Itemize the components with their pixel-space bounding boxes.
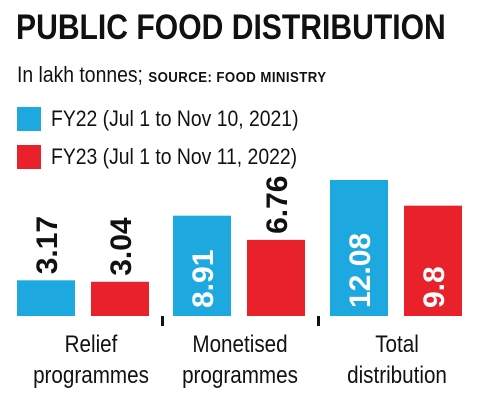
category-label-line: programmes — [33, 362, 149, 389]
bar-fy22-0 — [17, 280, 75, 316]
category-label-0: Relief programmes — [22, 329, 160, 391]
value-label-fy22-1: 8.91 — [187, 250, 220, 308]
chart-title: PUBLIC FOOD DISTRIBUTION — [16, 8, 446, 47]
bar-fy22-1 — [173, 215, 231, 316]
legend-swatch-fy22 — [17, 107, 41, 131]
source-label: SOURCE: FOOD MINISTRY — [148, 69, 327, 86]
legend-fy23: FY23 (Jul 1 to Nov 11, 2022) — [17, 142, 331, 172]
value-label-fy23-0: 3.04 — [105, 217, 138, 276]
category-label-line: programmes — [182, 362, 298, 389]
category-label-2: Total distribution — [328, 329, 466, 391]
legend-fy22: FY22 (Jul 1 to Nov 10, 2021) — [17, 104, 332, 134]
bar-fy23-2 — [404, 205, 462, 316]
value-label-fy22-0: 3.17 — [31, 216, 64, 274]
category-label-1: Monetised programmes — [171, 329, 309, 391]
bar-fy23-0 — [91, 281, 149, 316]
category-separator-0 — [161, 316, 164, 326]
value-label-fy23-2: 9.8 — [418, 266, 451, 308]
category-label-line: Total — [375, 331, 419, 358]
chart-subtitle: In lakh tonnes; SOURCE: FOOD MINISTRY — [17, 62, 326, 88]
value-label-fy22-2: 12.08 — [344, 233, 377, 308]
value-label-fy23-1: 6.76 — [261, 176, 294, 234]
units-label: In lakh tonnes; — [17, 62, 143, 87]
category-label-line: distribution — [347, 362, 447, 389]
category-label-line: Relief — [64, 331, 118, 358]
legend-label-fy23: FY23 (Jul 1 to Nov 11, 2022) — [51, 144, 298, 169]
category-separator-1 — [317, 316, 320, 326]
bar-fy23-1 — [247, 239, 305, 316]
category-label-line: Monetised — [192, 331, 288, 358]
legend-swatch-fy23 — [17, 145, 41, 169]
bar-fy22-2 — [330, 180, 388, 316]
legend-label-fy22: FY22 (Jul 1 to Nov 10, 2021) — [51, 106, 299, 131]
